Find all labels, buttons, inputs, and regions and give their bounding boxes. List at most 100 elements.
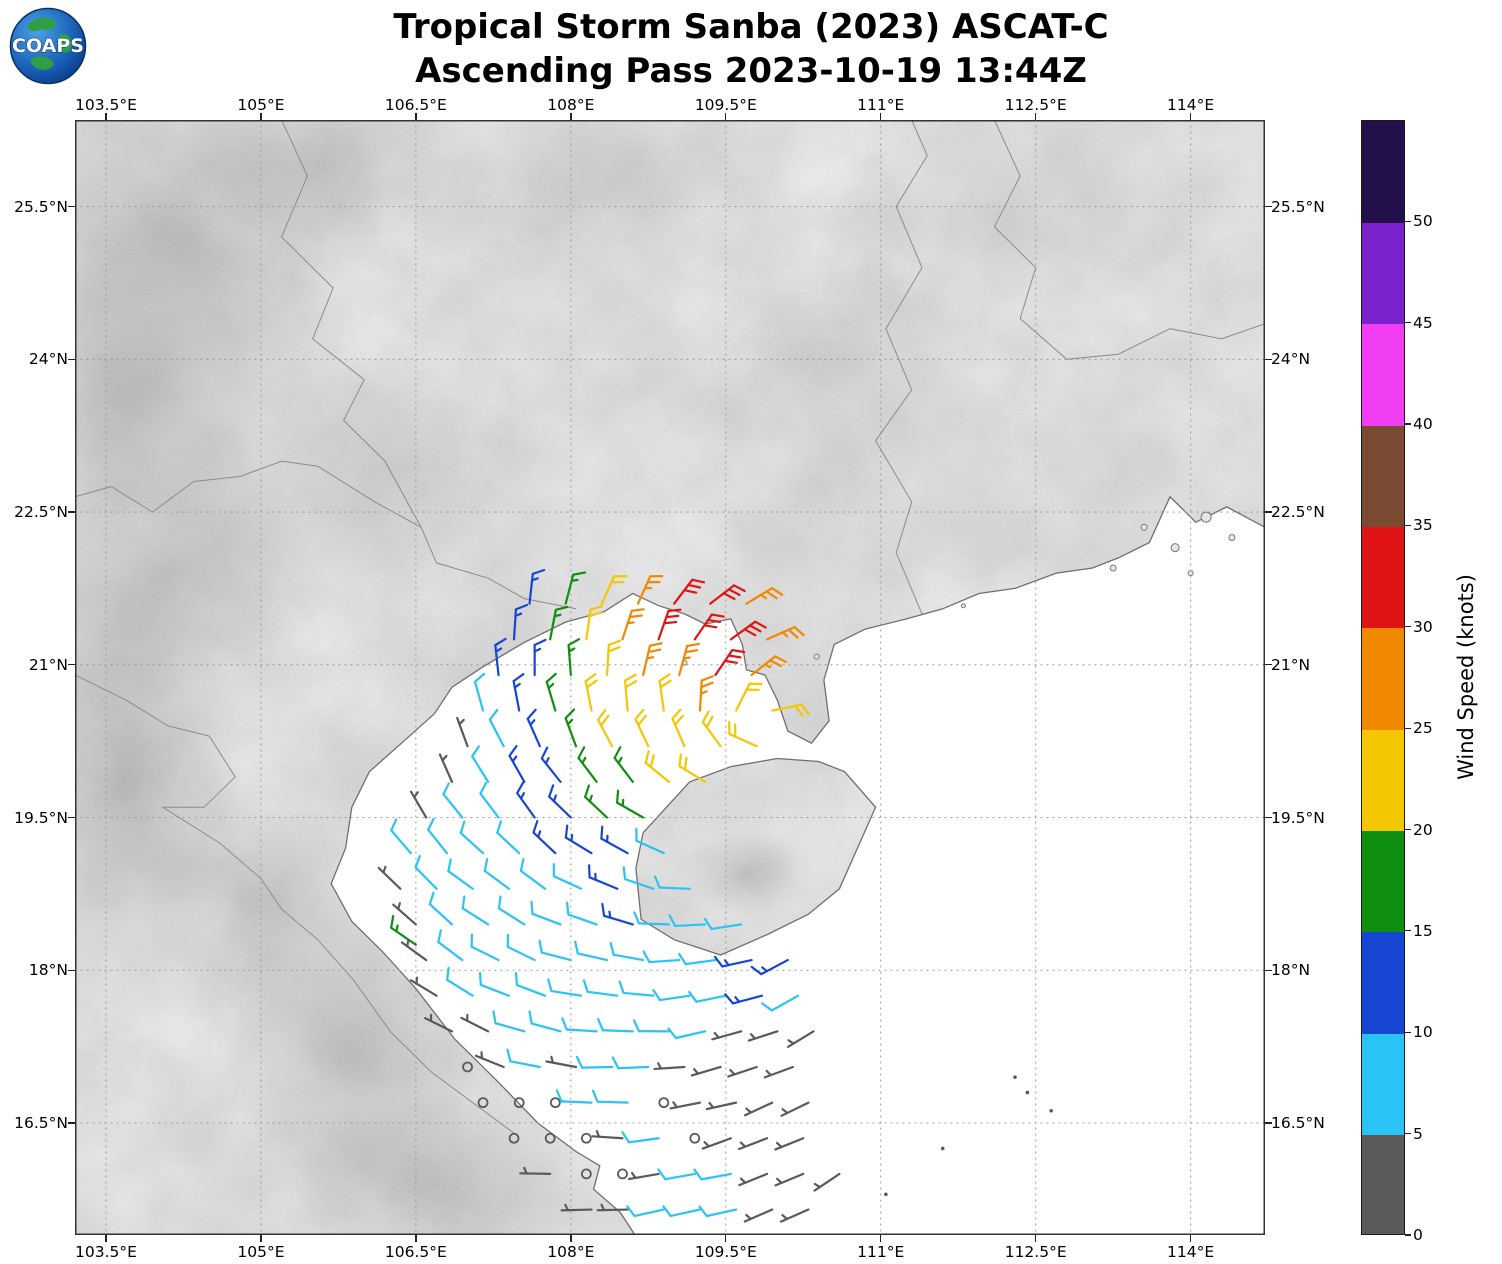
coaps-logo-globe: COAPS xyxy=(9,7,87,85)
lon-tick-label-top: 105°E xyxy=(237,96,285,114)
wind-barb xyxy=(540,746,562,783)
axis-tick-mark xyxy=(260,113,262,120)
wind-barb xyxy=(580,1168,592,1180)
wind-barb xyxy=(447,858,474,890)
wind-barb xyxy=(519,1166,552,1176)
wind-barb xyxy=(626,1205,665,1218)
lon-tick-label-bottom: 105°E xyxy=(237,1243,285,1261)
lon-tick-label-bottom: 114°E xyxy=(1167,1243,1215,1261)
wind-barb xyxy=(459,820,485,855)
wind-barb xyxy=(545,672,557,712)
lon-tick-label-top: 108°E xyxy=(547,96,595,114)
logo-continent-icon xyxy=(27,17,56,32)
wind-barb xyxy=(442,782,464,819)
wind-barb xyxy=(693,1168,733,1181)
axis-tick-mark xyxy=(68,664,75,666)
wind-barb xyxy=(600,825,629,855)
wind-barb xyxy=(549,1097,561,1109)
wind-barb xyxy=(496,820,521,855)
wind-barb xyxy=(552,863,583,890)
wind-barb xyxy=(713,955,753,968)
wind-barb xyxy=(671,708,686,748)
wind-barb xyxy=(766,626,805,641)
wind-barb xyxy=(577,746,598,783)
colorbar-segment xyxy=(1362,729,1404,832)
colorbar-tick-mark xyxy=(1405,828,1411,831)
wind-barb xyxy=(516,781,536,819)
lat-tick-label-right: 19.5°N xyxy=(1271,808,1325,827)
colorbar-segment xyxy=(1362,222,1404,325)
wind-barb xyxy=(461,895,490,926)
wind-barb xyxy=(548,784,572,819)
colorbar-tick-label: 5 xyxy=(1413,1124,1423,1143)
colorbar-tick-label: 0 xyxy=(1413,1226,1423,1244)
wind-barb xyxy=(605,639,622,677)
wind-barb xyxy=(561,1017,598,1033)
axis-tick-mark xyxy=(1035,113,1037,120)
colorbar-tick-label: 35 xyxy=(1413,516,1433,535)
wind-barb xyxy=(633,911,671,926)
colorbar-segment xyxy=(1362,1033,1404,1136)
axis-tick-mark xyxy=(415,1235,417,1242)
colorbar-tick-label: 50 xyxy=(1413,212,1433,231)
wind-barb xyxy=(600,575,628,605)
colorbar-segment xyxy=(1362,121,1404,223)
wind-barb xyxy=(745,587,784,605)
border-line xyxy=(75,674,515,1134)
islet xyxy=(1109,564,1117,572)
colorbar-tick-label: 40 xyxy=(1413,415,1433,434)
wind-barb xyxy=(483,858,510,890)
lon-tick-label-bottom: 103.5°E xyxy=(75,1243,137,1261)
title-line1: Tropical Storm Sanba (2023) ASCAT-C xyxy=(393,7,1109,47)
wind-barb xyxy=(635,827,665,855)
axis-tick-mark xyxy=(1265,358,1272,360)
wind-barb xyxy=(479,781,500,819)
axis-tick-mark xyxy=(570,113,572,120)
lat-tick-label-right: 22.5°N xyxy=(1271,503,1325,522)
hainan-island-coastline xyxy=(635,757,877,956)
axis-tick-mark xyxy=(570,1235,572,1242)
colorbar-tick-label: 45 xyxy=(1413,313,1433,332)
axis-tick-mark xyxy=(68,1122,75,1124)
map-plot xyxy=(75,120,1265,1235)
wind-barb xyxy=(409,976,438,997)
colorbar-tick-mark xyxy=(1405,1133,1411,1135)
axis-tick-mark xyxy=(1265,969,1272,971)
colorbar-tick-label: 30 xyxy=(1413,617,1433,636)
border-line xyxy=(281,120,422,528)
calm-dot xyxy=(1049,1108,1053,1113)
wind-barb xyxy=(622,866,655,890)
wind-barb xyxy=(657,1168,696,1181)
border-line xyxy=(875,120,928,615)
wind-barb xyxy=(544,1132,556,1144)
wind-barb xyxy=(774,1172,805,1187)
wind-barb xyxy=(743,1101,774,1117)
wind-barb xyxy=(519,858,547,890)
axis-tick-mark xyxy=(880,1235,882,1242)
colorbar-tick-mark xyxy=(1405,626,1411,628)
colorbar-segment xyxy=(1362,1134,1404,1234)
colorbar-segment xyxy=(1362,526,1404,629)
wind-barb xyxy=(530,900,562,926)
mountain-shading xyxy=(390,120,751,287)
lat-tick-label-left: 25.5°N xyxy=(14,197,68,216)
wind-barb xyxy=(508,1132,520,1144)
coastline xyxy=(330,495,1265,1235)
axis-tick-mark xyxy=(880,113,882,120)
islet xyxy=(1200,511,1212,523)
wind-barb xyxy=(711,1030,743,1041)
islet xyxy=(960,603,966,609)
lon-tick-label-top: 106.5°E xyxy=(384,96,447,114)
wind-barb xyxy=(478,971,510,997)
wind-barb xyxy=(690,1065,722,1077)
wind-barb xyxy=(591,1130,624,1140)
axis-tick-mark xyxy=(725,1235,727,1242)
colorbar-tick-label: 20 xyxy=(1413,820,1433,839)
wind-barb xyxy=(678,952,717,966)
axis-tick-mark xyxy=(68,816,75,819)
wind-barb xyxy=(627,1171,660,1181)
wind-barb xyxy=(508,744,526,783)
axis-tick-mark xyxy=(1265,1122,1272,1124)
wind-barb xyxy=(786,1030,815,1049)
